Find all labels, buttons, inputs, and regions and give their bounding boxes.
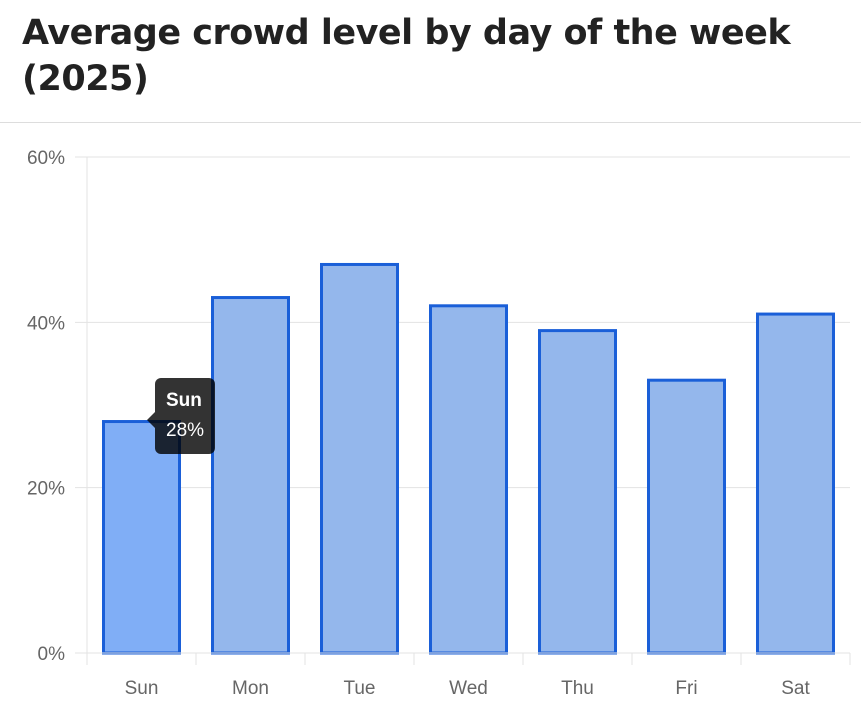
tooltip-title: Sun bbox=[166, 390, 202, 411]
x-tick-label: Tue bbox=[343, 678, 375, 699]
divider bbox=[0, 122, 861, 123]
bar-mon bbox=[211, 296, 290, 655]
x-tick-label: Sun bbox=[125, 678, 159, 699]
bar-thu bbox=[538, 329, 617, 655]
y-tick-label: 40% bbox=[27, 313, 65, 334]
tooltip: Sun 28% bbox=[146, 378, 216, 454]
chart-title: Average crowd level by day of the week (… bbox=[22, 13, 791, 99]
bar-fri bbox=[647, 378, 726, 655]
x-tick-label: Sat bbox=[781, 678, 810, 699]
bar-sun bbox=[102, 420, 181, 655]
y-tick-label: 20% bbox=[27, 479, 65, 500]
bar-sat bbox=[756, 312, 835, 655]
y-tick-label: 60% bbox=[27, 148, 65, 169]
tooltip-value: 28% bbox=[166, 420, 205, 441]
x-tick-label: Thu bbox=[561, 678, 594, 699]
x-tick-label: Fri bbox=[675, 678, 697, 699]
bar-wed bbox=[429, 304, 508, 655]
y-tick-label: 0% bbox=[38, 644, 66, 665]
x-tick-label: Wed bbox=[449, 678, 488, 699]
bar-tue bbox=[320, 262, 399, 655]
x-tick-label: Mon bbox=[232, 678, 269, 699]
